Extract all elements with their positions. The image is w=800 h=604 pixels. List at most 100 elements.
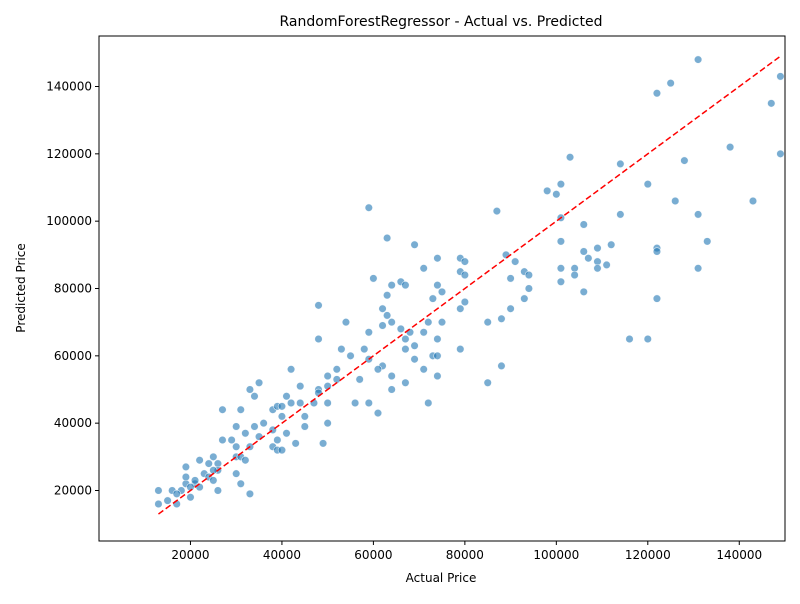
scatter-point	[241, 429, 250, 438]
scatter-point	[154, 499, 163, 509]
scatter-point	[456, 304, 465, 313]
scatter-point	[323, 371, 332, 381]
y-tick-label: 120000	[46, 147, 92, 161]
scatter-point	[250, 392, 259, 401]
scatter-point	[433, 281, 442, 290]
scatter-point	[245, 385, 255, 394]
reference-line-group	[158, 55, 781, 515]
scatter-point	[346, 351, 355, 360]
scatter-point	[218, 435, 227, 445]
scatter-point	[364, 398, 373, 408]
scatter-point	[410, 341, 419, 350]
x-tick-label: 40000	[263, 548, 301, 562]
scatter-point	[666, 79, 675, 88]
scatter-point	[410, 355, 419, 364]
scatter-point	[524, 284, 533, 293]
scatter-point	[254, 432, 264, 441]
scatter-point	[579, 247, 588, 256]
x-tick-label: 100000	[533, 548, 579, 562]
scatter-point	[227, 435, 236, 445]
scatter-point	[694, 264, 703, 273]
scatter-point	[410, 240, 419, 249]
scatter-point	[419, 328, 428, 337]
scatter-point	[387, 318, 396, 327]
scatter-point	[337, 345, 346, 354]
scatter-point	[213, 486, 223, 495]
scatter-point	[277, 446, 287, 455]
scatter-point	[680, 156, 689, 165]
scatter-point	[232, 469, 241, 478]
scatter-point	[652, 247, 662, 256]
scatter-point	[387, 371, 396, 381]
scatter-point	[492, 206, 501, 216]
scatter-point	[401, 334, 410, 344]
scatter-point	[236, 405, 245, 414]
scatter-point	[460, 257, 469, 266]
scatter-point	[286, 365, 296, 374]
scatter-point	[694, 55, 703, 64]
scatter-point	[616, 210, 625, 219]
scatter-point	[218, 405, 227, 414]
scatter-point	[643, 334, 652, 344]
scatter-point	[355, 375, 364, 384]
scatter-point	[543, 186, 552, 195]
scatter-point	[556, 180, 566, 189]
reference-line	[158, 55, 781, 515]
chart-title: RandomForestRegressor - Actual vs. Predi…	[280, 14, 603, 30]
scatter-point	[726, 143, 735, 152]
scatter-point	[607, 240, 616, 249]
scatter-point	[277, 412, 287, 421]
scatter-point	[556, 277, 566, 286]
scatter-point	[332, 365, 341, 374]
scatter-point	[748, 196, 758, 206]
scatter-point	[703, 237, 712, 246]
scatter-point	[314, 334, 323, 344]
scatter-point	[424, 318, 433, 327]
scatter-point	[323, 419, 332, 428]
scatter-point	[181, 472, 190, 482]
x-tick-label: 60000	[354, 548, 392, 562]
scatter-point	[456, 345, 465, 354]
scatter-point	[364, 203, 373, 212]
scatter-point	[483, 318, 492, 327]
scatter-point	[296, 382, 305, 391]
scatter-point	[401, 281, 410, 290]
scatter-point	[378, 321, 387, 330]
y-tick-label: 100000	[46, 214, 92, 228]
y-tick-label: 40000	[54, 416, 92, 430]
scatter-point	[593, 264, 602, 273]
scatter-point	[254, 378, 264, 387]
y-tick-label: 60000	[54, 349, 92, 363]
scatter-point	[437, 287, 447, 296]
scatter-point	[190, 476, 200, 485]
scatter-point	[396, 324, 405, 334]
scatter-point	[314, 301, 323, 310]
scatter-point	[373, 365, 383, 374]
scatter-point	[341, 318, 351, 327]
scatter-point	[209, 476, 218, 485]
scatter-point	[300, 422, 309, 431]
scatter-point	[323, 398, 332, 408]
scatter-point	[433, 254, 442, 263]
y-axis-label: Predicted Price	[14, 243, 28, 332]
scatter-point	[300, 412, 309, 421]
scatter-point	[172, 489, 181, 498]
y-tick-label: 140000	[46, 80, 92, 94]
scatter-point	[460, 297, 469, 307]
scatter-point	[241, 456, 250, 465]
scatter-point	[419, 264, 428, 273]
scatter-point	[767, 99, 776, 108]
scatter-point	[511, 257, 520, 266]
x-axis-ticks: 20000 40000 60000 80000 100000 120000 140000	[171, 541, 762, 562]
scatter-point	[250, 422, 259, 431]
scatter-point	[232, 442, 241, 451]
scatter-point	[652, 294, 662, 303]
scatter-point	[433, 371, 442, 381]
scatter-point	[524, 270, 533, 280]
plot-area-frame	[98, 35, 786, 542]
scatter-point	[625, 334, 634, 344]
scatter-point	[652, 89, 662, 98]
